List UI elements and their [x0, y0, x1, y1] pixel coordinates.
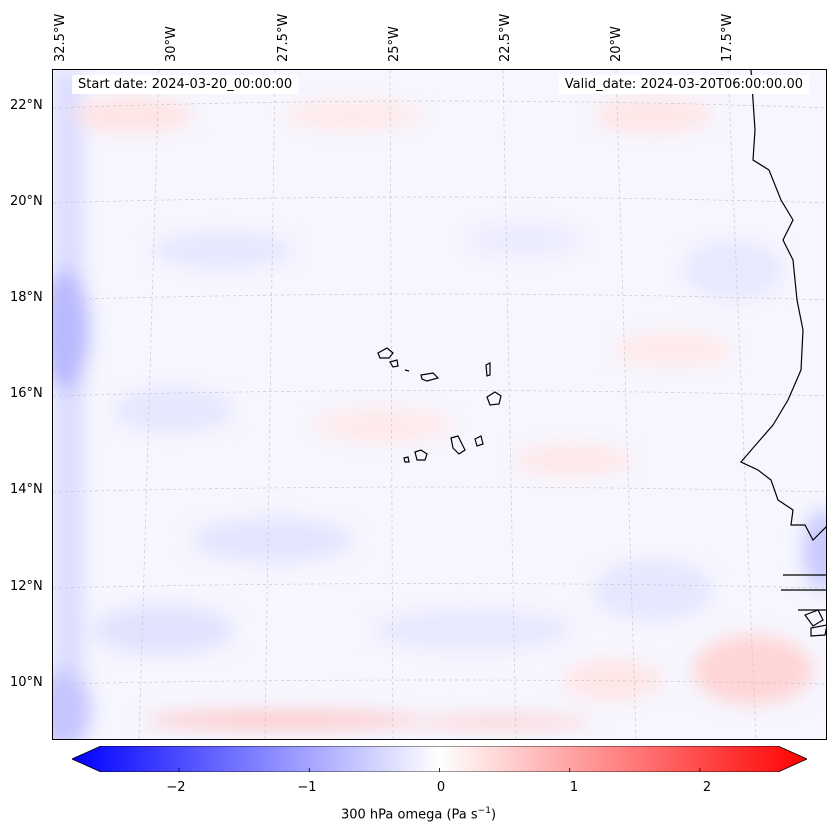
colorbar-title-text: 300 hPa omega (Pa s — [340, 807, 478, 823]
lon-label-32-5w: 32.5°W — [53, 13, 68, 62]
lat-label-14n: 14°N — [10, 482, 43, 497]
lat-label-22n: 22°N — [10, 98, 43, 113]
colorbar-tick-minus-1: −1 — [297, 780, 317, 795]
lat-label-12n: 12°N — [10, 579, 43, 594]
graticule — [53, 70, 826, 739]
colorbar-tick-minus-2: −2 — [166, 780, 186, 795]
lat-label-10n: 10°N — [10, 675, 43, 690]
map-panel[interactable] — [52, 69, 827, 740]
colorbar-title: 300 hPa omega (Pa s−1) — [0, 806, 837, 822]
colorbar-tick-1: 1 — [569, 780, 579, 795]
colorbar-title-sup: −1 — [477, 806, 491, 816]
colorbar-body — [72, 746, 807, 772]
lon-label-20w: 20°W — [609, 26, 624, 62]
colorbar — [72, 746, 807, 772]
colorbar-tick-2: 2 — [702, 780, 712, 795]
lon-label-22-5w: 22.5°W — [498, 13, 513, 62]
omega-field — [53, 70, 826, 739]
valid-date-label: Valid_date: 2024-03-20T06:00:00.00 — [558, 75, 809, 94]
omega-field-map — [53, 70, 826, 739]
colorbar-title-end: ) — [490, 807, 497, 823]
colorbar-tick-0: 0 — [436, 780, 446, 795]
lat-label-20n: 20°N — [10, 194, 43, 209]
lon-label-25w: 25°W — [387, 26, 402, 62]
lat-label-18n: 18°N — [10, 290, 43, 305]
lon-label-27-5w: 27.5°W — [276, 13, 291, 62]
lon-label-30w: 30°W — [164, 26, 179, 62]
lat-label-16n: 16°N — [10, 386, 43, 401]
coastlines — [377, 70, 826, 637]
start-date-label: Start date: 2024-03-20_00:00:00 — [72, 75, 299, 94]
lon-label-17-5w: 17.5°W — [720, 13, 735, 62]
